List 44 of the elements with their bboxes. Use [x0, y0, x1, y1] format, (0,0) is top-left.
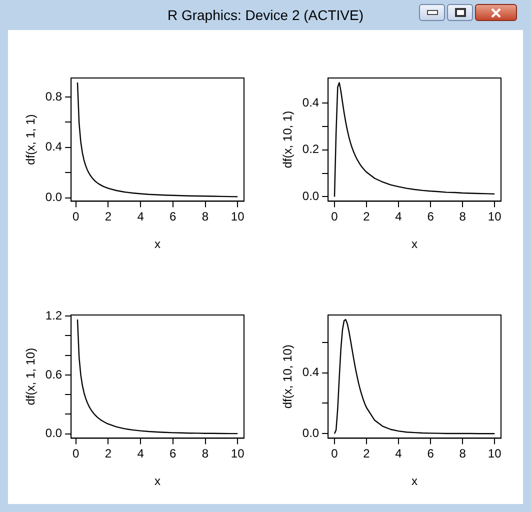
y-tick-label: 0.0 — [45, 190, 62, 204]
x-axis-title: x — [412, 237, 418, 252]
x-tick-label: 4 — [395, 210, 402, 224]
x-tick-label: 6 — [170, 446, 177, 461]
x-tick-label: 8 — [459, 446, 466, 461]
x-tick-label: 0 — [72, 210, 80, 224]
x-tick-label: 6 — [427, 210, 434, 224]
x-tick-label: 0 — [331, 210, 338, 224]
y-tick-label: 0.8 — [45, 89, 62, 104]
x-tick-label: 10 — [230, 210, 245, 224]
x-tick-label: 2 — [363, 446, 370, 461]
y-axis-title: df(x, 1, 10) — [24, 348, 38, 406]
x-tick-label: 6 — [170, 210, 177, 224]
x-tick-label: 10 — [488, 210, 502, 224]
x-tick-label: 2 — [104, 210, 112, 224]
y-tick-label: 0.0 — [302, 189, 320, 204]
y-tick-label: 0.4 — [45, 140, 62, 154]
y-tick-label: 0.0 — [302, 426, 320, 440]
y-tick-label: 0.2 — [302, 142, 320, 156]
x-tick-label: 6 — [427, 446, 434, 461]
x-axis-title: x — [154, 237, 161, 252]
x-tick-label: 4 — [137, 446, 144, 461]
x-axis-title: x — [412, 474, 418, 488]
x-tick-label: 0 — [72, 446, 80, 461]
y-tick-label: 0.4 — [302, 365, 320, 380]
y-tick-label: 0.0 — [45, 426, 62, 440]
text: R Graphics: Device 2 (ACTIVE) — [167, 7, 364, 23]
y-tick-label: 0.4 — [302, 95, 320, 110]
y-axis-title: df(x, 10, 10) — [280, 344, 295, 409]
x-tick-label: 0 — [331, 446, 338, 461]
x-tick-label: 4 — [137, 210, 144, 224]
x-tick-label: 2 — [363, 210, 370, 224]
x-tick-label: 10 — [230, 446, 245, 461]
y-axis-title: df(x, 10, 1) — [280, 110, 295, 168]
x-tick-label: 8 — [202, 210, 209, 224]
x-tick-label: 8 — [202, 446, 209, 461]
x-tick-label: 2 — [104, 446, 112, 461]
x-axis-title: x — [154, 474, 161, 488]
x-tick-label: 10 — [488, 446, 502, 461]
x-tick-label: 8 — [459, 210, 466, 224]
x-tick-label: 4 — [395, 446, 402, 461]
y-tick-label: 1.2 — [45, 308, 62, 322]
y-axis-title: df(x, 1, 1) — [24, 114, 38, 165]
y-tick-label: 0.6 — [45, 367, 62, 382]
